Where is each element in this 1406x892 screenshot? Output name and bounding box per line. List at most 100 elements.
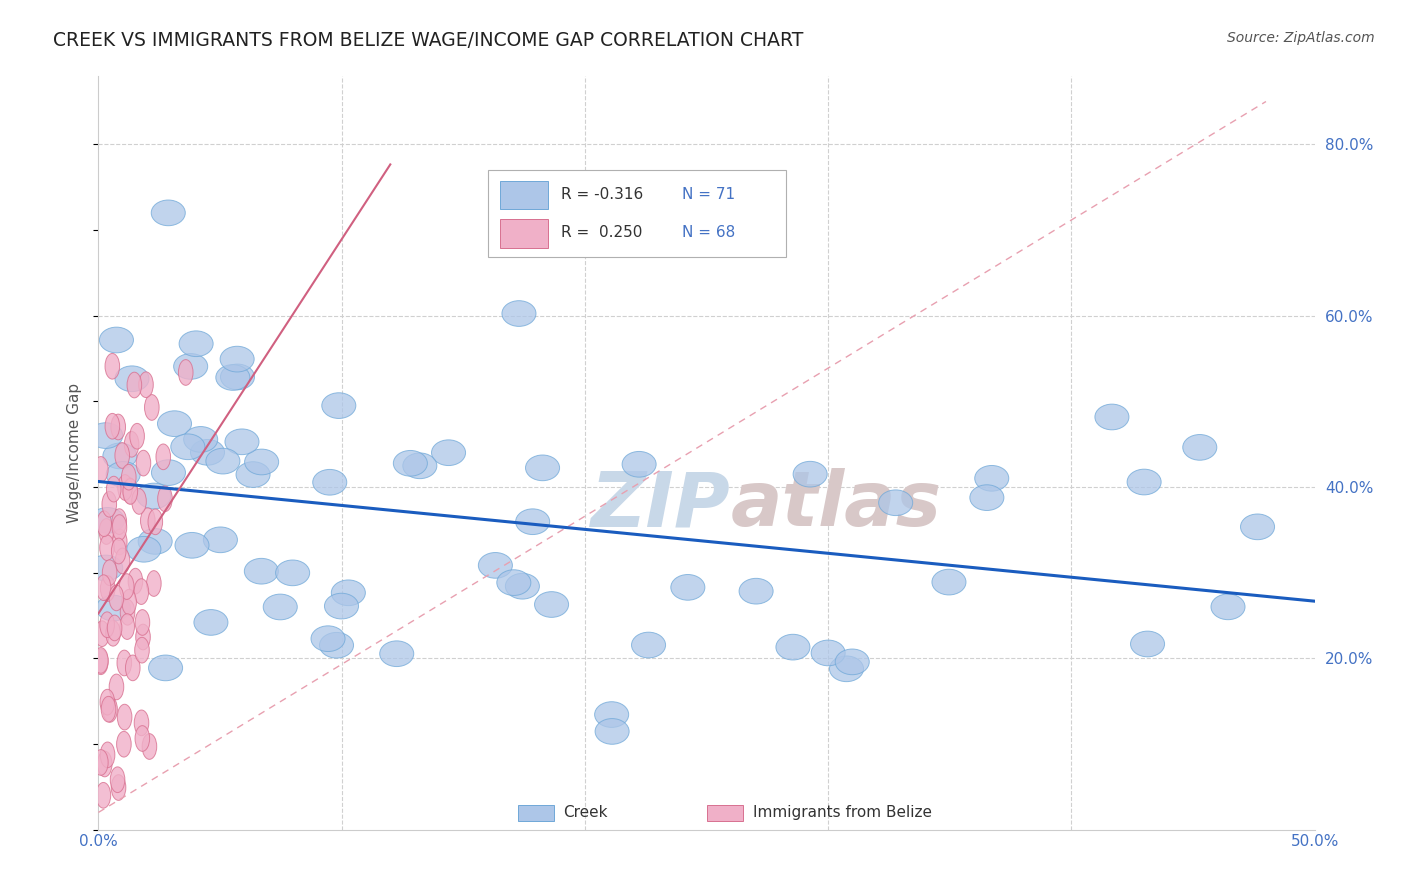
Ellipse shape (179, 331, 214, 357)
Ellipse shape (156, 444, 170, 470)
Ellipse shape (98, 518, 114, 544)
Ellipse shape (111, 538, 127, 564)
Text: Creek: Creek (562, 805, 607, 821)
Ellipse shape (94, 621, 110, 647)
Ellipse shape (101, 697, 115, 722)
Ellipse shape (402, 453, 437, 479)
FancyBboxPatch shape (707, 805, 742, 821)
Ellipse shape (127, 372, 142, 398)
Ellipse shape (179, 359, 193, 385)
Ellipse shape (100, 612, 114, 638)
Ellipse shape (100, 327, 134, 353)
Text: R =  0.250: R = 0.250 (561, 225, 643, 240)
Ellipse shape (1240, 514, 1275, 540)
Ellipse shape (105, 621, 121, 646)
Ellipse shape (671, 574, 704, 600)
Ellipse shape (110, 585, 124, 611)
Ellipse shape (332, 580, 366, 606)
Text: ZIP: ZIP (591, 468, 731, 542)
Ellipse shape (89, 423, 122, 449)
Ellipse shape (830, 656, 863, 681)
FancyBboxPatch shape (488, 170, 786, 257)
Ellipse shape (112, 529, 127, 555)
Ellipse shape (132, 489, 146, 515)
Ellipse shape (145, 394, 159, 420)
Ellipse shape (740, 578, 773, 604)
Ellipse shape (94, 749, 108, 775)
Ellipse shape (97, 595, 131, 621)
Ellipse shape (152, 459, 186, 485)
Ellipse shape (221, 346, 254, 372)
Ellipse shape (1095, 404, 1129, 430)
Ellipse shape (595, 702, 628, 727)
Ellipse shape (245, 558, 278, 584)
Ellipse shape (103, 491, 117, 517)
Ellipse shape (96, 574, 111, 600)
Text: CREEK VS IMMIGRANTS FROM BELIZE WAGE/INCOME GAP CORRELATION CHART: CREEK VS IMMIGRANTS FROM BELIZE WAGE/INC… (53, 31, 804, 50)
Ellipse shape (120, 614, 135, 640)
Ellipse shape (134, 710, 149, 736)
Ellipse shape (311, 626, 344, 651)
Text: N = 71: N = 71 (682, 186, 735, 202)
Ellipse shape (141, 508, 155, 533)
Ellipse shape (135, 609, 149, 635)
Ellipse shape (146, 571, 162, 597)
Ellipse shape (595, 719, 628, 744)
Ellipse shape (157, 486, 173, 512)
Ellipse shape (322, 392, 356, 418)
Ellipse shape (122, 479, 138, 504)
Ellipse shape (107, 615, 122, 640)
Ellipse shape (245, 450, 278, 475)
Ellipse shape (118, 475, 132, 500)
Ellipse shape (100, 690, 115, 715)
Ellipse shape (89, 555, 122, 581)
Ellipse shape (115, 366, 149, 392)
Ellipse shape (319, 632, 353, 658)
Ellipse shape (835, 649, 869, 674)
Ellipse shape (225, 429, 259, 455)
Ellipse shape (129, 424, 145, 449)
Text: N = 68: N = 68 (682, 225, 735, 240)
Ellipse shape (136, 483, 170, 508)
Ellipse shape (103, 697, 117, 723)
Ellipse shape (811, 640, 845, 665)
Ellipse shape (174, 533, 209, 558)
Ellipse shape (505, 574, 540, 599)
Ellipse shape (516, 508, 550, 534)
Ellipse shape (97, 751, 112, 777)
Ellipse shape (970, 484, 1004, 510)
Ellipse shape (1128, 469, 1161, 495)
Ellipse shape (148, 509, 163, 534)
Ellipse shape (139, 372, 153, 398)
Ellipse shape (236, 462, 270, 487)
Ellipse shape (1211, 594, 1246, 620)
Ellipse shape (121, 599, 135, 625)
Ellipse shape (122, 590, 136, 615)
Ellipse shape (190, 440, 225, 465)
Ellipse shape (100, 575, 115, 601)
Ellipse shape (96, 782, 111, 808)
Ellipse shape (932, 569, 966, 595)
Ellipse shape (136, 624, 150, 650)
Ellipse shape (110, 767, 125, 793)
Ellipse shape (312, 469, 347, 495)
Ellipse shape (117, 731, 131, 757)
Ellipse shape (124, 432, 139, 457)
Ellipse shape (103, 443, 136, 469)
Ellipse shape (534, 591, 568, 617)
Ellipse shape (94, 457, 108, 483)
Ellipse shape (1182, 434, 1216, 460)
Ellipse shape (111, 414, 125, 440)
Ellipse shape (1130, 632, 1164, 657)
Text: R = -0.316: R = -0.316 (561, 186, 643, 202)
Y-axis label: Wage/Income Gap: Wage/Income Gap (67, 383, 83, 523)
Ellipse shape (134, 579, 149, 605)
Ellipse shape (112, 508, 127, 534)
Ellipse shape (276, 560, 309, 586)
Ellipse shape (107, 461, 141, 487)
Ellipse shape (194, 609, 228, 635)
Ellipse shape (121, 465, 136, 490)
Ellipse shape (157, 411, 191, 436)
Ellipse shape (115, 442, 129, 468)
Ellipse shape (103, 560, 117, 585)
